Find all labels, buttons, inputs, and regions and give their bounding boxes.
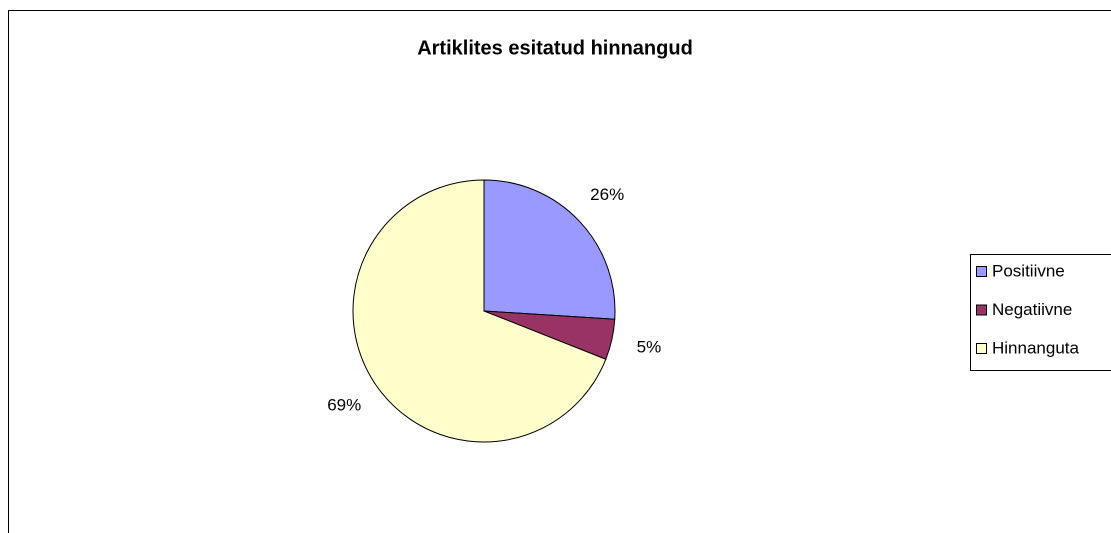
legend-label: Hinnanguta [992,338,1080,357]
legend-label: Negatiivne [992,300,1072,319]
data-label: 5% [637,337,662,356]
chart-title: Artiklites esitatud hinnangud [417,37,693,59]
legend-label: Positiivne [992,261,1065,280]
legend-swatch [976,304,987,316]
legend-swatch [976,266,987,277]
pie-slice [483,179,616,320]
data-label: 26% [590,185,624,204]
legend-swatch [976,343,987,354]
data-label: 69% [327,395,361,414]
legend-box [970,254,1111,371]
pie-slice [352,179,607,443]
